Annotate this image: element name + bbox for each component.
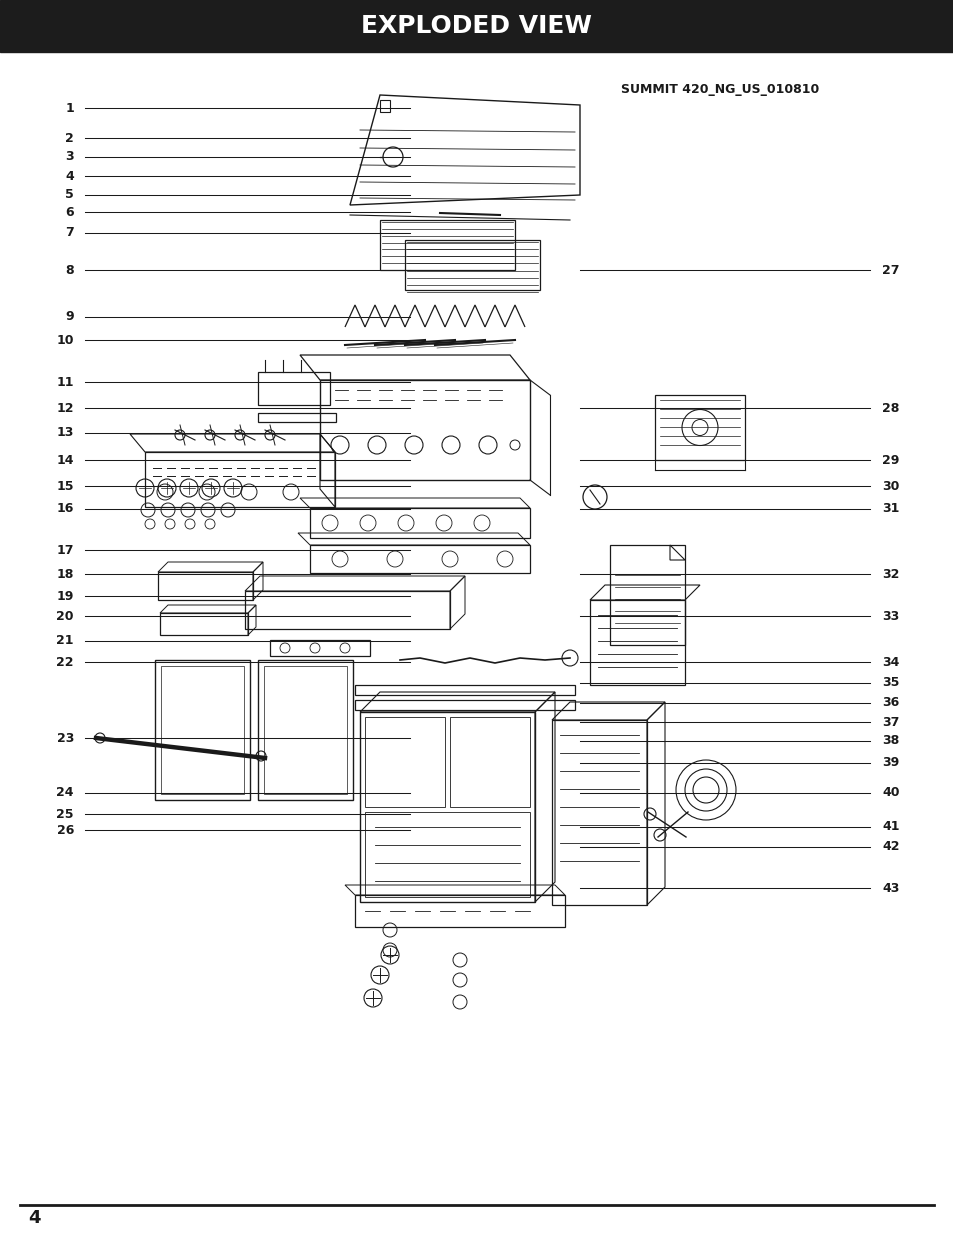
Bar (154, 659, 250, 800)
Bar (270, 640, 370, 656)
Bar (365, 811, 530, 897)
Text: 36: 36 (882, 697, 899, 709)
Bar (365, 718, 444, 806)
Text: 25: 25 (56, 808, 74, 820)
Text: 35: 35 (882, 677, 899, 689)
Bar (655, 395, 744, 459)
Text: 40: 40 (882, 787, 899, 799)
Text: 14: 14 (56, 453, 74, 467)
Bar (161, 666, 244, 794)
Bar (355, 700, 575, 710)
Text: 29: 29 (882, 453, 899, 467)
Text: 7: 7 (65, 226, 74, 240)
Text: 28: 28 (882, 401, 899, 415)
Bar (245, 592, 450, 629)
Text: 10: 10 (56, 333, 74, 347)
Bar (450, 718, 530, 806)
Text: 24: 24 (56, 787, 74, 799)
Text: 15: 15 (56, 479, 74, 493)
Text: 13: 13 (56, 426, 74, 440)
Text: 30: 30 (882, 479, 899, 493)
Bar (0, 0, 953, 52)
Text: 42: 42 (882, 841, 899, 853)
Text: 6: 6 (66, 205, 74, 219)
Text: 16: 16 (56, 503, 74, 515)
Bar (158, 572, 253, 600)
Bar (379, 100, 390, 112)
Text: 23: 23 (56, 731, 74, 745)
Bar (355, 895, 564, 927)
Text: 26: 26 (56, 824, 74, 836)
Text: 19: 19 (56, 589, 74, 603)
Bar (310, 508, 530, 538)
Text: 32: 32 (882, 568, 899, 580)
Text: 8: 8 (66, 263, 74, 277)
Bar (257, 412, 335, 422)
Bar (355, 685, 575, 695)
Text: 38: 38 (882, 735, 899, 747)
Bar (609, 545, 684, 645)
Text: 34: 34 (882, 656, 899, 668)
Bar (310, 545, 530, 573)
Text: 41: 41 (882, 820, 899, 834)
Text: 3: 3 (66, 151, 74, 163)
Text: 12: 12 (56, 401, 74, 415)
Bar (589, 600, 684, 685)
Text: 1: 1 (65, 101, 74, 115)
Text: 39: 39 (882, 757, 899, 769)
Text: 9: 9 (66, 310, 74, 324)
Text: 4: 4 (28, 1209, 40, 1228)
Bar (319, 380, 530, 480)
Text: 43: 43 (882, 882, 899, 894)
Text: 5: 5 (65, 189, 74, 201)
Bar (264, 666, 347, 794)
Text: 31: 31 (882, 503, 899, 515)
Text: 4: 4 (65, 169, 74, 183)
Bar (145, 452, 335, 508)
Text: 17: 17 (56, 543, 74, 557)
Text: 2: 2 (65, 131, 74, 144)
Text: EXPLODED VIEW: EXPLODED VIEW (361, 14, 592, 38)
Text: 27: 27 (882, 263, 899, 277)
Text: 33: 33 (882, 610, 899, 622)
Bar (257, 659, 353, 800)
Text: 22: 22 (56, 656, 74, 668)
Text: 18: 18 (56, 568, 74, 580)
Text: 20: 20 (56, 610, 74, 622)
Bar (552, 720, 646, 905)
Text: 11: 11 (56, 375, 74, 389)
Bar (160, 613, 248, 635)
Text: 21: 21 (56, 635, 74, 647)
Text: SUMMIT 420_NG_US_010810: SUMMIT 420_NG_US_010810 (620, 84, 819, 96)
Bar (359, 713, 535, 902)
Text: 37: 37 (882, 715, 899, 729)
